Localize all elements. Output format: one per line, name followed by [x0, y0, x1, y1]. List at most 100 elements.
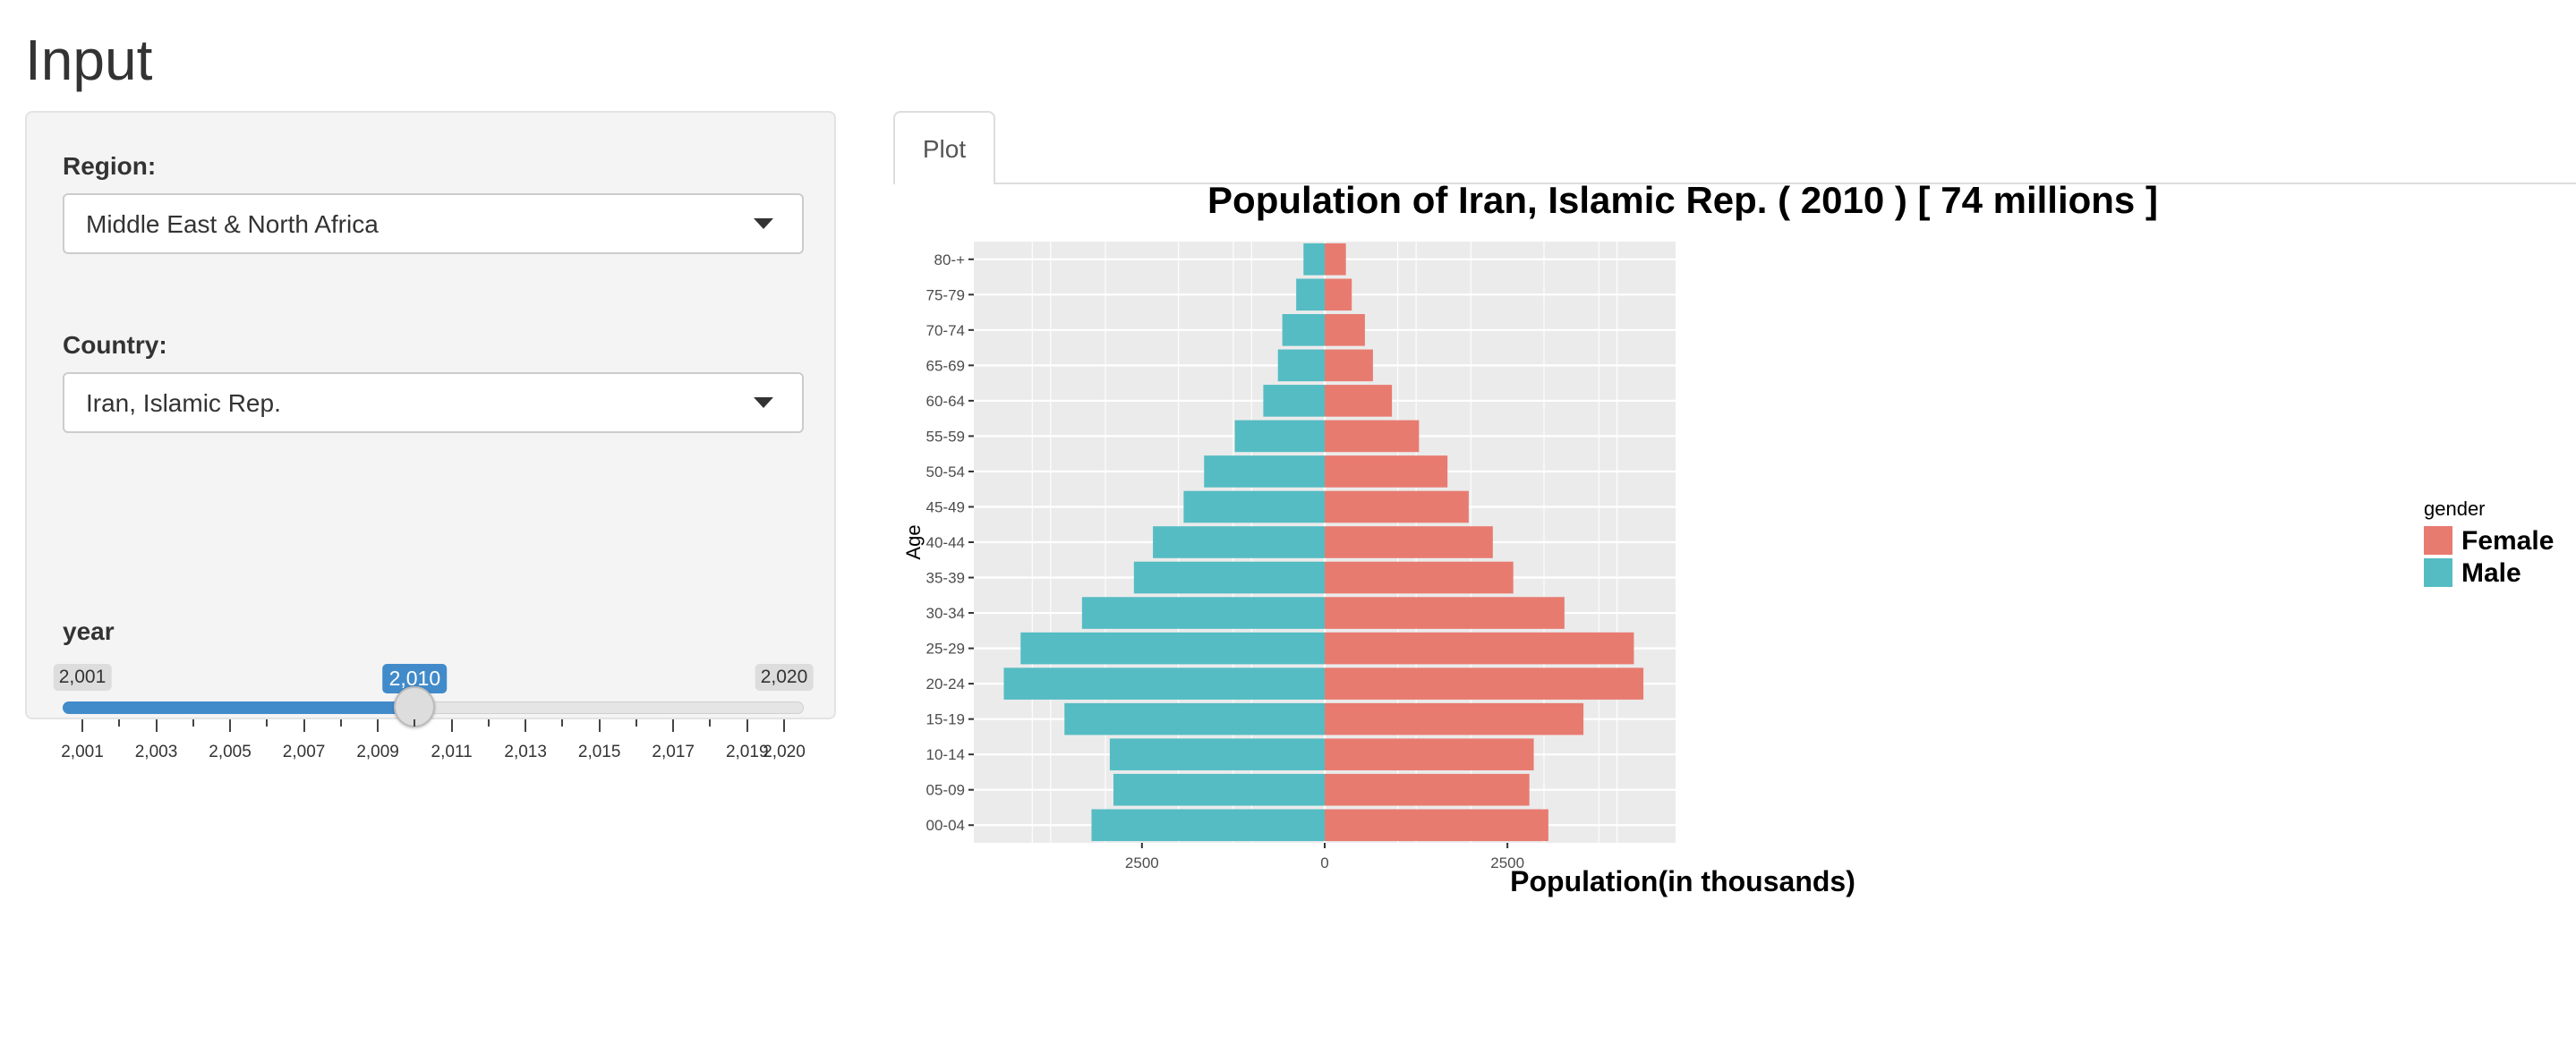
bar-male: [1113, 773, 1325, 806]
slider-tick: [598, 719, 601, 732]
slider-tick-label: 2,005: [209, 743, 252, 761]
bar-male: [1303, 242, 1325, 276]
bar-male: [1296, 278, 1325, 311]
bar-female: [1325, 314, 1365, 346]
legend-label-male: Male: [2461, 558, 2521, 588]
slider-tick: [525, 719, 527, 732]
slider-tick-label: 2,003: [134, 743, 178, 761]
slider-tick: [377, 719, 380, 732]
tab-plot[interactable]: Plot: [893, 111, 995, 184]
y-tick-label: 75-79: [926, 286, 965, 303]
y-tick-label: 10-14: [926, 746, 965, 763]
slider-tick: [561, 719, 564, 727]
slider-tick-label: 2,015: [577, 743, 621, 761]
bar-male: [1282, 314, 1325, 346]
x-tick-label: 2500: [1125, 854, 1159, 871]
bar-male: [1234, 420, 1325, 453]
country-label: Country:: [63, 331, 167, 359]
legend-swatch-male: [2424, 558, 2452, 587]
y-tick-label: 30-34: [926, 605, 965, 622]
y-tick-label: 65-69: [926, 357, 965, 374]
bar-female: [1325, 278, 1352, 311]
year-min-badge: 2,001: [53, 664, 112, 691]
region-select[interactable]: Middle East & North Africa: [63, 193, 804, 254]
bar-male: [1133, 561, 1325, 594]
country-select[interactable]: Iran, Islamic Rep.: [63, 372, 804, 433]
year-max-badge: 2,020: [755, 664, 814, 691]
y-tick-label: 55-59: [926, 428, 965, 445]
bar-female: [1325, 242, 1346, 276]
y-axis-title: Age: [902, 524, 925, 559]
input-panel: Region: Middle East & North Africa Count…: [25, 111, 836, 761]
slider-tick-label: 2,019: [725, 743, 769, 761]
region-label: Region:: [63, 152, 157, 180]
slider-tick-label: 2,013: [504, 743, 547, 761]
bar-female: [1325, 632, 1634, 665]
slider-tick: [709, 719, 712, 727]
chart-title: Population of Iran, Islamic Rep. ( 2010 …: [1207, 184, 2158, 221]
slider-tick-label: 2,011: [431, 743, 473, 761]
slider-tick: [414, 719, 416, 727]
slider-tick-label: 2,001: [61, 743, 104, 761]
bar-male: [1003, 667, 1325, 700]
bar-female: [1325, 738, 1534, 770]
bar-female: [1325, 526, 1493, 558]
bar-female: [1325, 667, 1644, 700]
legend-swatch-female: [2424, 526, 2452, 555]
chevron-down-icon: [754, 397, 773, 408]
y-tick-label: 20-24: [926, 676, 965, 693]
bar-male: [1153, 526, 1325, 558]
slider-tick: [487, 719, 490, 727]
slider-tick: [81, 719, 83, 732]
bar-female: [1325, 773, 1530, 806]
bar-male: [1204, 455, 1325, 488]
y-tick-label: 70-74: [926, 322, 965, 339]
y-tick-label: 05-09: [926, 782, 965, 799]
slider-handle[interactable]: [394, 686, 436, 727]
x-tick-label: 2500: [1490, 854, 1524, 871]
year-slider[interactable]: year 2,001 2,020 2,010 2,001 2,003 2,005 2,…: [53, 542, 814, 761]
slider-tick: [118, 719, 121, 727]
bar-male: [1081, 597, 1325, 629]
y-tick-label: 00-04: [926, 817, 965, 834]
y-tick-label: 25-29: [926, 641, 965, 658]
slider-tick: [672, 719, 675, 732]
tab-bar-border: [895, 183, 2576, 184]
slider-tick: [155, 719, 158, 732]
bar-female: [1325, 420, 1420, 453]
bar-male: [1263, 385, 1325, 417]
slider-fill: [63, 701, 415, 714]
y-tick-label: 15-19: [926, 711, 965, 728]
region-select-value: Middle East & North Africa: [86, 210, 379, 238]
x-tick-label: 0: [1320, 854, 1328, 871]
bar-female: [1325, 561, 1514, 594]
slider-tick: [746, 719, 748, 732]
slider-tick: [303, 719, 305, 732]
bar-female: [1325, 490, 1469, 523]
bar-female: [1325, 809, 1548, 842]
slider-tick-label: 2,009: [356, 743, 399, 761]
slider-tick-label: 2,017: [652, 743, 695, 761]
app-title: Input: [25, 28, 153, 92]
y-tick-label: 60-64: [926, 393, 965, 410]
y-tick-label: 40-44: [926, 534, 965, 551]
bar-female: [1325, 349, 1373, 382]
year-label: year: [63, 617, 115, 645]
bar-male: [1183, 490, 1325, 523]
country-select-value: Iran, Islamic Rep.: [86, 389, 281, 417]
chevron-down-icon: [754, 218, 773, 229]
population-pyramid-chart: Population of Iran, Islamic Rep. ( 2010 …: [902, 184, 2554, 897]
bar-female: [1325, 702, 1584, 735]
slider-tick: [266, 719, 269, 727]
legend-label-female: Female: [2461, 526, 2554, 556]
y-tick-label: 80-+: [934, 251, 966, 268]
bar-male: [1020, 632, 1325, 665]
bar-female: [1325, 455, 1448, 488]
slider-tick-label: 2,020: [763, 743, 806, 761]
bar-female: [1325, 597, 1565, 629]
bar-male: [1277, 349, 1325, 382]
bar-male: [1064, 702, 1325, 735]
slider-tick-label: 2,007: [282, 743, 326, 761]
y-tick-label: 45-49: [926, 498, 965, 515]
slider-tick: [229, 719, 232, 732]
